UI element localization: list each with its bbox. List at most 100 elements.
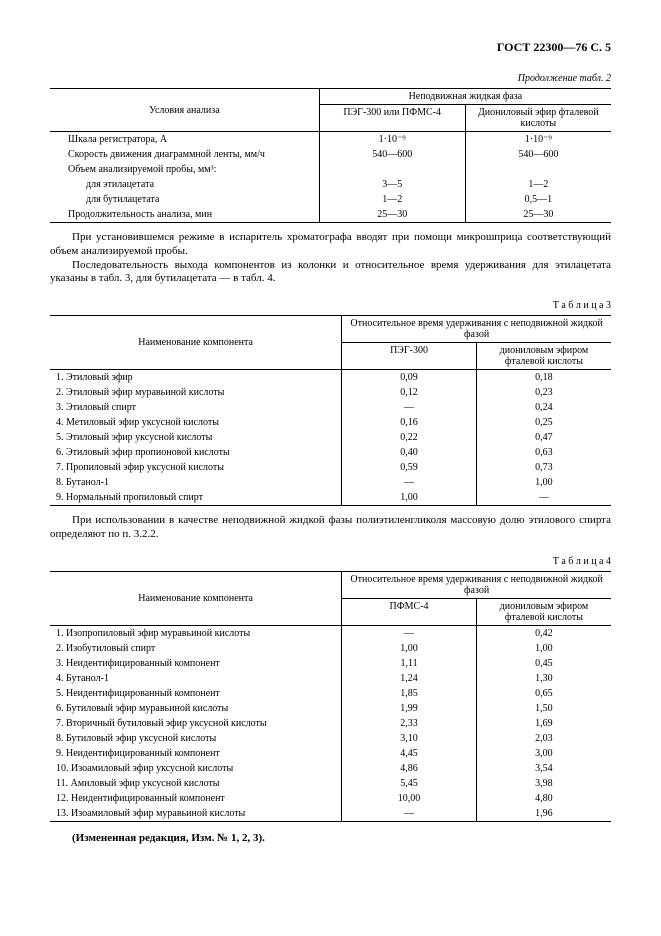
table-row-name: 13. Изоамиловый эфир муравьиной кислоты (50, 806, 342, 822)
table-row-name: 8. Бутиловый эфир уксусной кислоты (50, 731, 342, 746)
table2-hdr-a: ПЭГ-300 или ПФМС-4 (319, 105, 465, 132)
table4-caption: Т а б л и ц а 4 (50, 556, 611, 567)
table3-hdr-phase: Относительное время удерживания с неподв… (342, 316, 611, 343)
table4-hdr-name: Наименование компонента (50, 571, 342, 625)
table-cell-a: 2,33 (342, 716, 477, 731)
table-cell-b: — (476, 490, 611, 506)
table2-cell-a: 25—30 (319, 207, 465, 223)
table3: Наименование компонента Относительное вр… (50, 315, 611, 506)
table-cell-a: 1,00 (342, 490, 477, 506)
table2-hdr-b: Диониловый эфир фталевой кислоты (465, 105, 611, 132)
table4-hdr-a: ПФМС-4 (342, 598, 477, 625)
table-cell-b: 3,54 (476, 761, 611, 776)
table-cell-a: 0,59 (342, 460, 477, 475)
table3-hdr-b: диониловым эфиром фталевой кислоты (476, 343, 611, 370)
table-cell-b: 0,18 (476, 370, 611, 386)
table-cell-a: 1,85 (342, 686, 477, 701)
table3-hdr-a: ПЭГ-300 (342, 343, 477, 370)
table-row-name: 2. Этиловый эфир муравьиной кислоты (50, 385, 342, 400)
table2-hdr-phase: Неподвижная жидкая фаза (319, 89, 611, 105)
table-row-name: 5. Неидентифицированный компонент (50, 686, 342, 701)
page-header: ГОСТ 22300—76 С. 5 (50, 40, 611, 55)
table-cell-a: 0,22 (342, 430, 477, 445)
table-row-name: 11. Амиловый эфир уксусной кислоты (50, 776, 342, 791)
table4-hdr-b: диониловым эфиром фталевой кислоты (476, 598, 611, 625)
table3-hdr-name: Наименование компонента (50, 316, 342, 370)
table-row-name: 9. Неидентифицированный компонент (50, 746, 342, 761)
table2-row-label: для этилацетата (50, 177, 319, 192)
table-row-name: 1. Изопропиловый эфир муравьиной кислоты (50, 625, 342, 641)
table-row-name: 12. Неидентифицированный компонент (50, 791, 342, 806)
table-cell-a: 4,45 (342, 746, 477, 761)
table2-cell-b: 1·10⁻⁹ (465, 132, 611, 148)
table2-row-label: Шкала регистратора, А (50, 132, 319, 148)
table2-cell-b: 540—600 (465, 147, 611, 162)
table-row-name: 3. Этиловый спирт (50, 400, 342, 415)
table2-row-label: для бутилацетата (50, 192, 319, 207)
table-cell-b: 0,42 (476, 625, 611, 641)
table-cell-b: 0,45 (476, 656, 611, 671)
table2-cell-b: 0,5—1 (465, 192, 611, 207)
table2-cell-b (465, 162, 611, 177)
table-cell-b: 0,63 (476, 445, 611, 460)
table-row-name: 7. Пропиловый эфир уксусной кислоты (50, 460, 342, 475)
table-cell-b: 3,00 (476, 746, 611, 761)
table-cell-b: 1,00 (476, 475, 611, 490)
table2-row-label: Объем анализируемой пробы, мм³: (50, 162, 319, 177)
table-row-name: 9. Нормальный пропиловый спирт (50, 490, 342, 506)
table-cell-a: 1,24 (342, 671, 477, 686)
table-cell-a: — (342, 806, 477, 822)
table-cell-b: 0,25 (476, 415, 611, 430)
table-cell-a: 0,40 (342, 445, 477, 460)
table-row-name: 6. Бутиловый эфир муравьиной кислоты (50, 701, 342, 716)
paragraph-2: Последовательность выхода компонентов из… (50, 259, 611, 287)
table-row-name: 4. Бутанол-1 (50, 671, 342, 686)
table-row-name: 8. Бутанол-1 (50, 475, 342, 490)
table-cell-b: 1,50 (476, 701, 611, 716)
table2: Условия анализа Неподвижная жидкая фаза … (50, 88, 611, 223)
table-cell-b: 1,30 (476, 671, 611, 686)
table2-cell-a: 1—2 (319, 192, 465, 207)
table2-cell-a: 1·10⁻⁹ (319, 132, 465, 148)
table-row-name: 4. Метиловый эфир уксусной кислоты (50, 415, 342, 430)
table-cell-a: 1,11 (342, 656, 477, 671)
table4-hdr-phase: Относительное время удерживания с неподв… (342, 571, 611, 598)
table3-caption: Т а б л и ц а 3 (50, 300, 611, 311)
paragraph-1: При установившемся режиме в испаритель х… (50, 231, 611, 259)
paragraph-3: При использовании в качестве неподвижной… (50, 514, 611, 542)
table-row-name: 1. Этиловый эфир (50, 370, 342, 386)
table-cell-a: 0,12 (342, 385, 477, 400)
table4: Наименование компонента Относительное вр… (50, 571, 611, 822)
table-cell-b: 0,73 (476, 460, 611, 475)
table-cell-a: 1,00 (342, 641, 477, 656)
table2-hdr-conditions: Условия анализа (50, 89, 319, 132)
table-row-name: 7. Вторичный бутиловый эфир уксусной кис… (50, 716, 342, 731)
table-row-name: 10. Изоамиловый эфир уксусной кислоты (50, 761, 342, 776)
table-cell-a: — (342, 625, 477, 641)
table2-cell-a (319, 162, 465, 177)
table-cell-b: 0,24 (476, 400, 611, 415)
table-cell-b: 0,47 (476, 430, 611, 445)
table-cell-b: 4,80 (476, 791, 611, 806)
table-cell-b: 2,03 (476, 731, 611, 746)
table2-cell-a: 540—600 (319, 147, 465, 162)
table-cell-a: 3,10 (342, 731, 477, 746)
table2-cell-b: 25—30 (465, 207, 611, 223)
table-cell-a: 1,99 (342, 701, 477, 716)
table2-cell-a: 3—5 (319, 177, 465, 192)
table2-row-label: Скорость движения диаграммной ленты, мм/… (50, 147, 319, 162)
table-row-name: 6. Этиловый эфир пропионовой кислоты (50, 445, 342, 460)
footer-note: (Измененная редакция, Изм. № 1, 2, 3). (50, 832, 611, 846)
table-cell-b: 1,00 (476, 641, 611, 656)
table2-row-label: Продолжительность анализа, мин (50, 207, 319, 223)
table-cell-a: — (342, 400, 477, 415)
table-cell-b: 1,69 (476, 716, 611, 731)
table-row-name: 5. Этиловый эфир уксусной кислоты (50, 430, 342, 445)
table-cell-a: 5,45 (342, 776, 477, 791)
table-cell-b: 0,65 (476, 686, 611, 701)
table-cell-a: 0,16 (342, 415, 477, 430)
table-cell-a: 10,00 (342, 791, 477, 806)
table-row-name: 3. Неидентифицированный компонент (50, 656, 342, 671)
table2-caption: Продолжение табл. 2 (50, 73, 611, 84)
table-row-name: 2. Изобутиловый спирт (50, 641, 342, 656)
